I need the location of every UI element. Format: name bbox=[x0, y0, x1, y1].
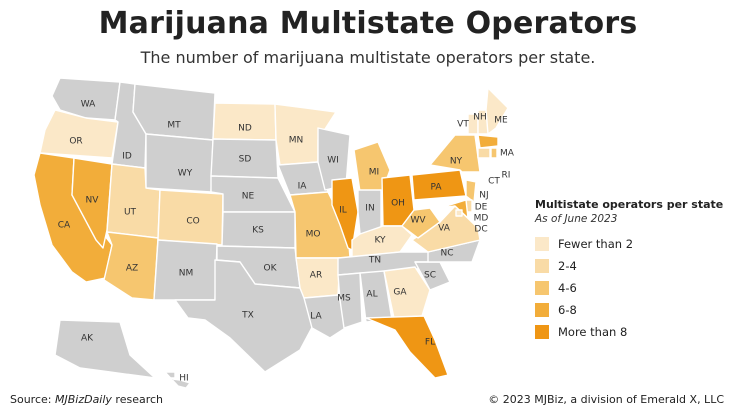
legend-label: 6-8 bbox=[558, 303, 577, 317]
legend-item: Fewer than 2 bbox=[535, 233, 735, 255]
state-label-mt: MT bbox=[167, 121, 181, 131]
state-label-mn: MN bbox=[289, 136, 304, 146]
state-label-wy: WY bbox=[178, 169, 193, 179]
state-or bbox=[39, 109, 119, 159]
legend-swatch bbox=[535, 237, 549, 251]
state-label-ar: AR bbox=[310, 271, 322, 281]
state-label-ca: CA bbox=[58, 221, 71, 231]
state-fl bbox=[365, 315, 449, 379]
state-label-ok: OK bbox=[264, 264, 278, 274]
legend-item: 4-6 bbox=[535, 277, 735, 299]
legend-item: More than 8 bbox=[535, 321, 735, 343]
state-label-wa: WA bbox=[81, 100, 96, 110]
state-label-ks: KS bbox=[252, 226, 264, 236]
legend-swatch bbox=[535, 303, 549, 317]
state-label-id: ID bbox=[122, 152, 132, 162]
state-label-sd: SD bbox=[239, 155, 252, 165]
state-label-pa: PA bbox=[430, 183, 442, 193]
state-label-nm: NM bbox=[179, 269, 194, 279]
legend-subtitle: As of June 2023 bbox=[535, 213, 618, 225]
state-label-co: CO bbox=[186, 217, 199, 227]
state-label-mo: MO bbox=[306, 230, 321, 240]
state-label-md: MD bbox=[474, 214, 489, 224]
map-title: Marijuana Multistate Operators bbox=[98, 6, 638, 41]
state-ma bbox=[477, 134, 499, 149]
state-label-wv: WV bbox=[410, 216, 426, 226]
state-label-in: IN bbox=[365, 204, 374, 214]
state-md bbox=[439, 199, 469, 219]
state-label-nh: NH bbox=[473, 113, 487, 123]
state-wv bbox=[401, 207, 441, 239]
state-label-ri: RI bbox=[502, 171, 511, 181]
state-hi bbox=[164, 371, 191, 389]
legend-label: More than 8 bbox=[558, 325, 628, 339]
map-subtitle: The number of marijuana multistate opera… bbox=[140, 48, 596, 67]
state-label-va: VA bbox=[438, 224, 451, 234]
state-wy bbox=[145, 133, 214, 193]
state-nj bbox=[465, 179, 477, 203]
source-name: MJBizDaily bbox=[54, 393, 112, 406]
state-label-oh: OH bbox=[391, 199, 405, 209]
state-label-sc: SC bbox=[424, 271, 436, 281]
state-label-ms: MS bbox=[337, 294, 351, 304]
source-note: Source: MJBizDaily research bbox=[10, 393, 163, 406]
state-label-al: AL bbox=[366, 290, 377, 300]
legend-swatch bbox=[535, 281, 549, 295]
state-label-ne: NE bbox=[242, 192, 255, 202]
legend: Multistate operators per state As of Jun… bbox=[535, 198, 735, 343]
legend-swatch bbox=[535, 259, 549, 273]
state-label-ia: IA bbox=[298, 182, 308, 192]
state-label-ak: AK bbox=[81, 334, 94, 344]
state-ct bbox=[477, 147, 491, 159]
legend-label: 4-6 bbox=[558, 281, 577, 295]
state-label-me: ME bbox=[494, 116, 508, 126]
state-ms bbox=[337, 272, 363, 329]
state-label-ky: KY bbox=[374, 236, 386, 246]
state-wi bbox=[317, 127, 351, 191]
state-label-az: AZ bbox=[126, 264, 138, 274]
state-label-ga: GA bbox=[393, 288, 407, 298]
state-label-fl: FL bbox=[425, 338, 435, 348]
legend-swatch bbox=[535, 325, 549, 339]
state-label-hi: HI bbox=[179, 374, 188, 384]
state-ri bbox=[490, 147, 498, 159]
state-label-mi: MI bbox=[369, 168, 379, 178]
state-label-tx: TX bbox=[241, 311, 254, 321]
state-label-il: IL bbox=[339, 206, 347, 216]
state-label-ny: NY bbox=[450, 157, 463, 167]
state-mt bbox=[132, 83, 216, 141]
source-suffix: research bbox=[111, 393, 164, 406]
state-ny bbox=[429, 134, 481, 173]
legend-label: Fewer than 2 bbox=[558, 237, 634, 251]
state-label-nc: NC bbox=[440, 249, 453, 259]
state-label-ma: MA bbox=[500, 149, 515, 159]
legend-label: 2-4 bbox=[558, 259, 577, 273]
state-label-tn: TN bbox=[368, 256, 381, 266]
state-label-nd: ND bbox=[238, 124, 252, 134]
legend-item: 2-4 bbox=[535, 255, 735, 277]
state-nd bbox=[212, 102, 277, 141]
state-tx bbox=[174, 259, 317, 373]
source-prefix: Source: bbox=[10, 393, 55, 406]
state-label-la: LA bbox=[310, 312, 322, 322]
state-label-nv: NV bbox=[86, 196, 100, 206]
state-label-ct: CT bbox=[488, 177, 500, 187]
state-label-wi: WI bbox=[327, 156, 339, 166]
state-label-ut: UT bbox=[124, 208, 137, 218]
legend-title: Multistate operators per state bbox=[535, 198, 724, 211]
state-label-nj: NJ bbox=[479, 191, 488, 201]
state-label-vt: VT bbox=[457, 120, 469, 130]
state-dc bbox=[455, 209, 463, 217]
state-me bbox=[485, 87, 509, 135]
state-label-de: DE bbox=[475, 203, 488, 213]
state-ga bbox=[383, 266, 431, 319]
state-ak bbox=[54, 319, 156, 379]
state-label-dc: DC bbox=[474, 225, 487, 235]
copyright: © 2023 MJBiz, a division of Emerald X, L… bbox=[488, 393, 724, 406]
legend-item: 6-8 bbox=[535, 299, 735, 321]
state-la bbox=[303, 294, 351, 339]
state-label-or: OR bbox=[69, 137, 82, 147]
state-il bbox=[331, 177, 359, 251]
